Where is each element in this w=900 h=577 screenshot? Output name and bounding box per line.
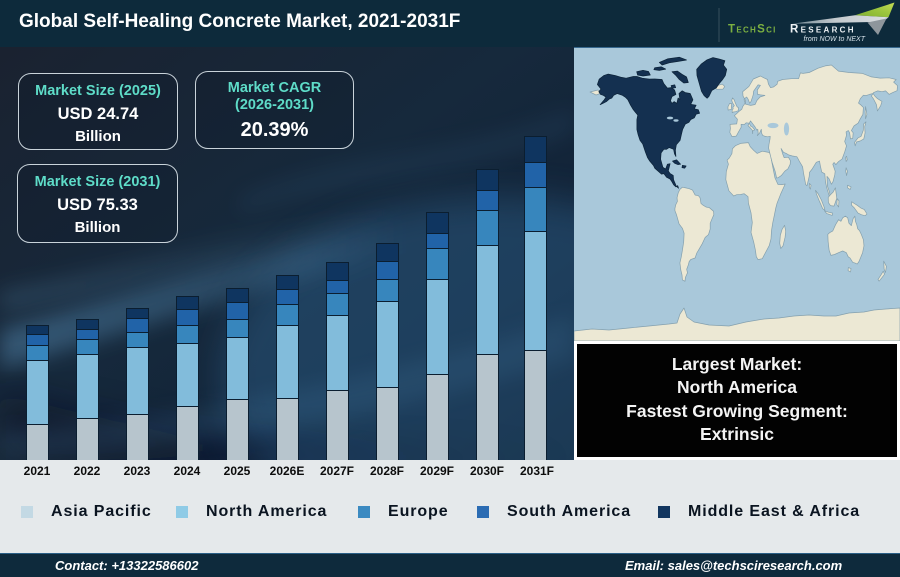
- svg-text:from NOW to NEXT: from NOW to NEXT: [804, 36, 866, 43]
- svg-text:TechSci: TechSci: [728, 24, 777, 36]
- svg-text:Research: Research: [790, 24, 856, 36]
